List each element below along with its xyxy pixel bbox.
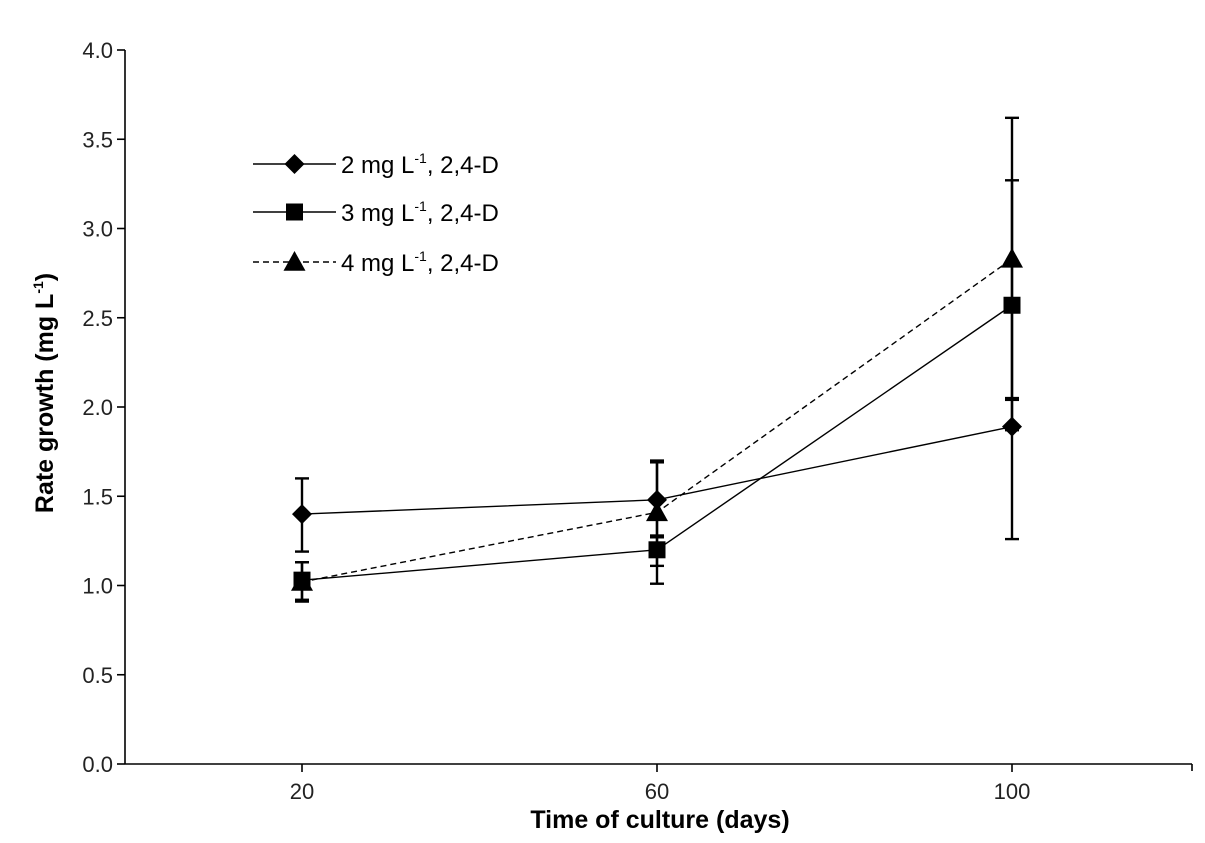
legend-label: 4 mg L-1, 2,4-D xyxy=(341,248,499,277)
data-point-triangle xyxy=(1001,247,1023,268)
axes: 0.0 0.5 1.0 1.5 2.0 2.5 3.0 3.5 4.0 20 60 100 xyxy=(82,38,1193,804)
x-axis-title: Time of culture (days) xyxy=(530,806,789,834)
series-triangle xyxy=(291,116,1023,603)
legend-label: 2 mg L-1, 2,4-D xyxy=(341,150,499,179)
data-point-triangle xyxy=(291,570,313,591)
y-tick-label: 1.0 xyxy=(82,574,113,599)
legend-label-main: 4 mg L xyxy=(341,250,414,277)
legend: 2 mg L-1, 2,4-D3 mg L-1, 2,4-D4 mg L-1, … xyxy=(253,150,499,277)
x-tick-label: 100 xyxy=(994,779,1031,804)
y-axis-title-main: Rate growth (mg L xyxy=(31,294,59,513)
data-point-triangle xyxy=(646,501,668,522)
legend-label-sup: -1 xyxy=(414,150,427,166)
y-tick-label: 0.0 xyxy=(82,752,113,777)
legend-label-sup: -1 xyxy=(414,248,427,264)
y-tick-label: 2.5 xyxy=(82,306,113,331)
legend-item-triangle: 4 mg L-1, 2,4-D xyxy=(253,248,499,277)
y-tick-label: 0.5 xyxy=(82,663,113,688)
y-tick-label: 3.0 xyxy=(82,217,113,242)
legend-item-diamond: 2 mg L-1, 2,4-D xyxy=(253,150,499,179)
legend-label-sup: -1 xyxy=(414,198,427,214)
data-point-diamond xyxy=(292,504,312,525)
legend-marker-triangle xyxy=(283,251,306,271)
legend-marker-diamond xyxy=(284,154,305,174)
legend-label: 3 mg L-1, 2,4-D xyxy=(341,198,499,227)
series-layer xyxy=(291,116,1023,603)
legend-marker-square xyxy=(286,203,303,221)
y-axis-title-suffix: ) xyxy=(31,273,59,281)
legend-item-square: 3 mg L-1, 2,4-D xyxy=(253,198,499,227)
y-tick-label: 4.0 xyxy=(82,38,113,63)
legend-label-suffix: , 2,4-D xyxy=(427,152,499,179)
x-tick-label: 60 xyxy=(645,779,669,804)
legend-label-main: 3 mg L xyxy=(341,200,414,227)
y-tick-label: 3.5 xyxy=(82,127,113,152)
y-tick-label: 2.0 xyxy=(82,395,113,420)
y-tick-label: 1.5 xyxy=(82,484,113,509)
y-axis-title-sup: -1 xyxy=(30,281,46,294)
legend-label-main: 2 mg L xyxy=(341,152,414,179)
legend-label-suffix: , 2,4-D xyxy=(427,200,499,227)
y-axis-title: Rate growth (mg L-1) xyxy=(30,273,59,513)
legend-label-suffix: , 2,4-D xyxy=(427,250,499,277)
x-tick-label: 20 xyxy=(290,779,314,804)
